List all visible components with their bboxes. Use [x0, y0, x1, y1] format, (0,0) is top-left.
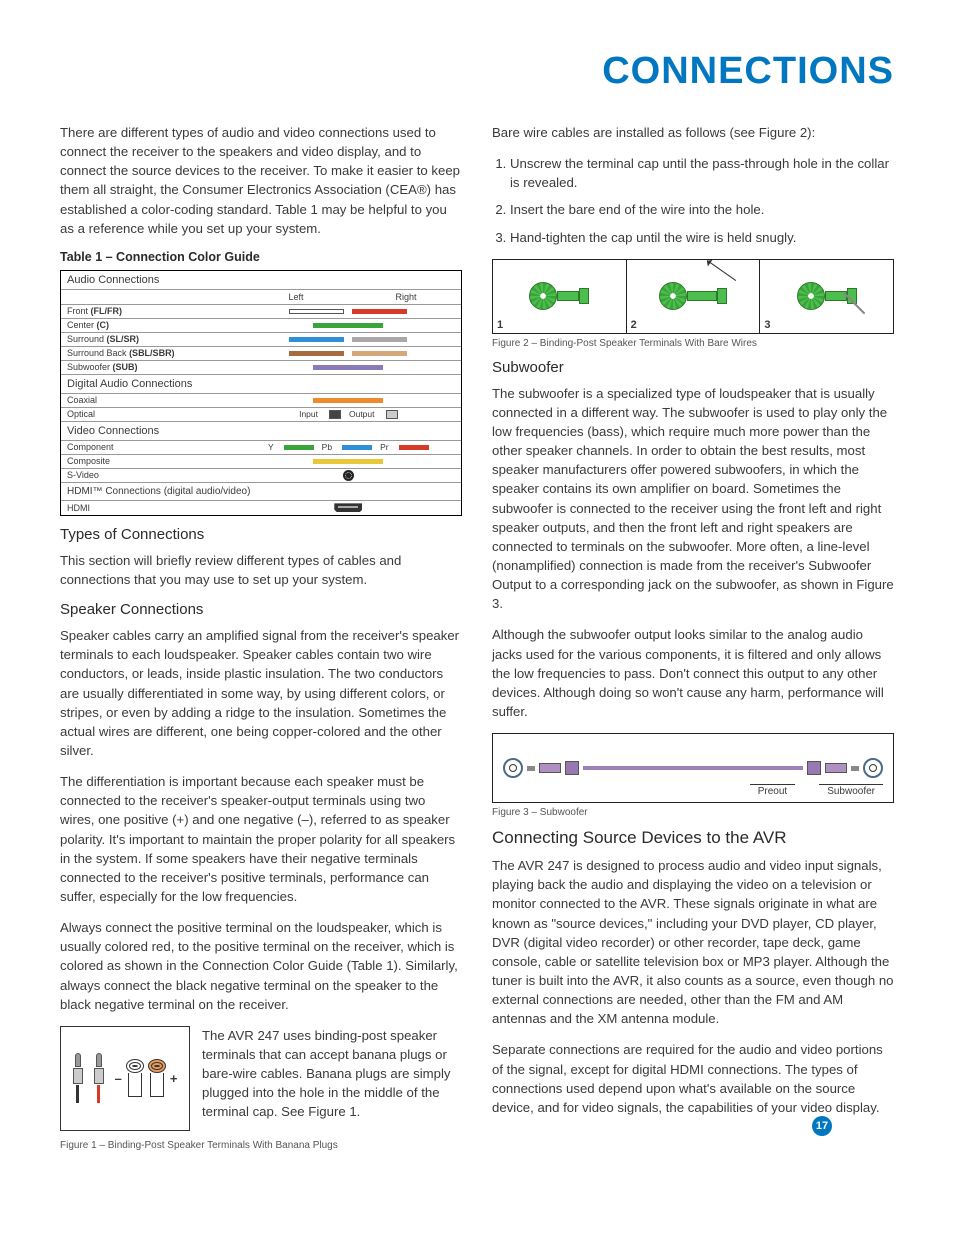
figure-1: – +: [60, 1026, 190, 1131]
table1-title: Table 1 – Connection Color Guide: [60, 250, 462, 264]
sub-label: Subwoofer: [819, 784, 883, 798]
types-heading: Types of Connections: [60, 526, 462, 543]
step-3: Hand-tighten the cap until the wire is h…: [510, 228, 894, 247]
connection-color-guide-table: Audio Connections Left Right Front (FL/F…: [60, 270, 462, 516]
page-number: 17: [812, 1116, 832, 1136]
figure-3-caption: Figure 3 – Subwoofer: [492, 807, 894, 818]
speaker-p1: Speaker cables carry an amplified signal…: [60, 626, 462, 760]
hdmi-section-header: HDMI™ Connections (digital audio/video): [61, 483, 461, 501]
step-1: Unscrew the terminal cap until the pass-…: [510, 154, 894, 192]
bare-intro: Bare wire cables are installed as follow…: [492, 123, 894, 142]
source-heading: Connecting Source Devices to the AVR: [492, 828, 894, 848]
figure-3: Preout Subwoofer: [492, 733, 894, 803]
bare-wire-steps: Unscrew the terminal cap until the pass-…: [492, 154, 894, 247]
source-p1: The AVR 247 is designed to process audio…: [492, 856, 894, 1028]
left-label: Left: [241, 290, 351, 304]
svideo-icon: [343, 470, 354, 481]
step-2: Insert the bare end of the wire into the…: [510, 200, 894, 219]
preout-label: Preout: [750, 784, 795, 798]
video-section-header: Video Connections: [61, 422, 461, 441]
speaker-p3: Always connect the positive terminal on …: [60, 918, 462, 1014]
right-label: Right: [351, 290, 461, 304]
source-p2: Separate connections are required for th…: [492, 1040, 894, 1117]
subwoofer-heading: Subwoofer: [492, 359, 894, 376]
speaker-p2: The differentiation is important because…: [60, 772, 462, 906]
sub-p2: Although the subwoofer output looks simi…: [492, 625, 894, 721]
right-column: Bare wire cables are installed as follow…: [492, 123, 894, 1161]
intro-paragraph: There are different types of audio and v…: [60, 123, 462, 238]
audio-section-header: Audio Connections: [61, 271, 461, 290]
digital-section-header: Digital Audio Connections: [61, 375, 461, 394]
figure-2-caption: Figure 2 – Binding-Post Speaker Terminal…: [492, 338, 894, 349]
figure-2: 1 2 3: [492, 259, 894, 334]
sub-p1: The subwoofer is a specialized type of l…: [492, 384, 894, 614]
hdmi-icon: [334, 503, 362, 512]
page-title: CONNECTIONS: [60, 50, 894, 93]
speaker-heading: Speaker Connections: [60, 601, 462, 618]
figure-1-caption: Figure 1 – Binding-Post Speaker Terminal…: [60, 1140, 462, 1151]
avr247-paragraph: The AVR 247 uses binding-post speaker te…: [202, 1026, 462, 1122]
left-column: There are different types of audio and v…: [60, 123, 462, 1161]
types-paragraph: This section will briefly review differe…: [60, 551, 462, 589]
